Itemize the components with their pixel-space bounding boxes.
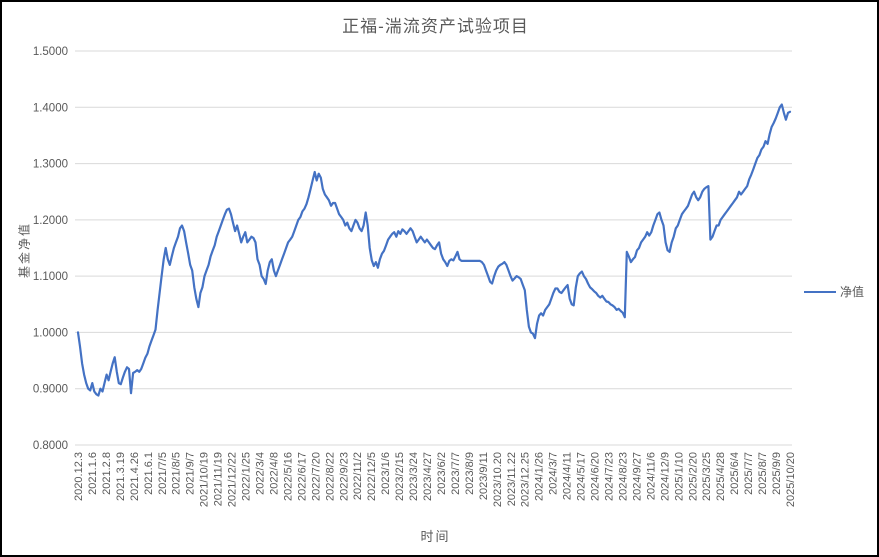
x-tick-label: 2023/12.25 (520, 452, 532, 507)
x-tick-label: 2024/7/23 (604, 452, 616, 501)
x-tick-label: 2023/10.20 (492, 452, 504, 507)
x-tick-label: 2021.3.19 (115, 452, 127, 501)
y-tick-label: 1.0000 (33, 327, 68, 339)
x-tick-label: 2024/11/6 (645, 452, 657, 500)
chart-title: 正福-湍流资产试验项目 (342, 17, 529, 36)
x-tick-label: 2025/4/28 (715, 452, 727, 501)
x-tick-label: 2024/4/11 (562, 452, 574, 500)
x-tick-label: 2023/9/11 (478, 452, 490, 500)
x-tick-label: 2021/8/5 (171, 452, 183, 495)
x-tick-label: 2024/3/7 (548, 452, 560, 495)
x-tick-label: 2022/12/5 (366, 452, 378, 501)
x-tick-label: 2023/3/24 (408, 452, 420, 501)
x-tick-label: 2023/1/6 (380, 452, 392, 495)
y-tick-label: 1.3000 (33, 159, 68, 171)
x-tick-label: 2023/4/27 (422, 452, 434, 501)
x-tick-label: 2021/12/22 (227, 452, 239, 507)
netvalue-line (76, 103, 792, 397)
x-tick-label: 2025/9/9 (771, 452, 783, 495)
x-tick-label: 2021/7/5 (157, 452, 169, 495)
x-tick-label: 2022/7/20 (310, 452, 322, 501)
x-tick-label: 2021.6.1 (143, 452, 155, 495)
x-tick-label: 2024/8/23 (617, 452, 629, 501)
x-tick-label: 2022/8/22 (324, 452, 336, 501)
y-tick-label: 0.8000 (33, 440, 68, 452)
x-tick-label: 2025/1/10 (673, 452, 685, 501)
x-tick-label: 2023/7/7 (450, 452, 462, 495)
y-tick-label: 1.1000 (33, 271, 68, 283)
y-tick-label: 0.9000 (33, 384, 68, 396)
x-tick-label: 2024/5/17 (576, 452, 588, 501)
x-tick-label: 2022/5/16 (282, 452, 294, 501)
x-tick-label: 2024/1/26 (534, 452, 546, 501)
x-tick-label: 2025/3/25 (701, 452, 713, 501)
x-tick-label: 2022/9/23 (338, 452, 350, 501)
x-tick-label: 2022/3/4 (254, 452, 266, 495)
x-tick-label: 2021.4.26 (129, 452, 141, 501)
x-tick-label: 2025/2/20 (687, 452, 699, 501)
x-axis-title: 时间 (420, 529, 451, 544)
x-tick-label: 2023/2/15 (394, 452, 406, 501)
x-tick-label: 2025/10/20 (785, 452, 797, 507)
x-tick-label: 2024/6/20 (590, 452, 602, 501)
x-tick-label: 2025/8/7 (757, 452, 769, 495)
legend-label: 净值 (840, 285, 865, 299)
y-tick-label: 1.4000 (33, 102, 68, 114)
x-tick-label: 2022/1/25 (241, 452, 253, 501)
x-tick-label: 2021.1.6 (87, 452, 99, 495)
x-tick-label: 2022/4/8 (268, 452, 280, 495)
y-tick-label: 1.2000 (33, 215, 68, 227)
x-tick-label: 2023/8/9 (464, 452, 476, 495)
x-tick-label: 2024/12/9 (659, 452, 671, 501)
x-tick-label: 2020.12.3 (73, 452, 85, 501)
x-tick-label: 2023/6/2 (436, 452, 448, 495)
x-tick-label: 2022/6/17 (296, 452, 308, 501)
x-tick-label: 2022/11/2 (352, 452, 364, 500)
x-tick-label: 2025/7/7 (743, 452, 755, 495)
legend: 净值 (804, 283, 864, 300)
x-tick-label: 2024/9/27 (631, 452, 643, 501)
legend-line-swatch (804, 290, 836, 293)
x-tick-label: 2021.2.8 (101, 452, 113, 495)
x-tick-label: 2021/11/19 (213, 452, 225, 506)
x-tick-label: 2021/10/19 (199, 452, 211, 507)
x-tick-label: 2025/6/4 (729, 452, 741, 495)
x-tick-label: 2021/9/7 (185, 452, 197, 495)
x-tick-label: 2023/11.22 (506, 452, 518, 506)
y-tick-label: 1.5000 (33, 46, 68, 58)
